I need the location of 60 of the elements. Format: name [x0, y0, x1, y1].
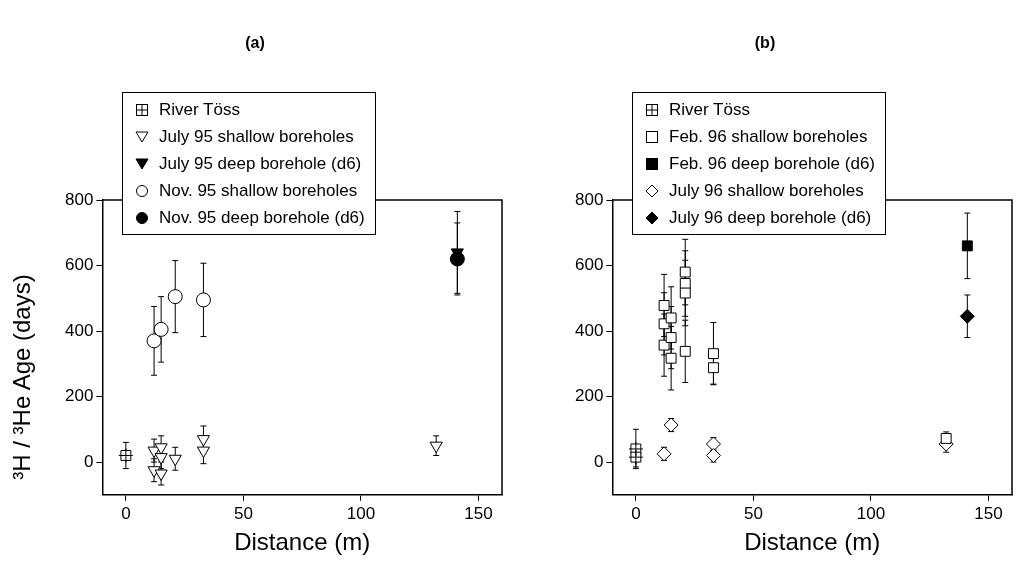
- x-tick-label: 50: [743, 503, 763, 523]
- point: [196, 446, 211, 459]
- point: [168, 454, 182, 467]
- x-tick-label: 150: [464, 503, 493, 523]
- x-axis-title: Distance (m): [744, 528, 881, 556]
- y-tick-label: 0: [593, 451, 604, 471]
- y-tick-label: 400: [574, 320, 604, 340]
- point: [708, 348, 719, 360]
- point: [705, 436, 721, 452]
- legend-label: July 96 shallow boreholes: [669, 180, 864, 201]
- point: [961, 240, 973, 252]
- y-tick-label: 600: [64, 255, 94, 275]
- legend-label: Nov. 95 shallow boreholes: [159, 180, 358, 201]
- point: [708, 362, 719, 374]
- chart-title: (b): [753, 34, 777, 52]
- y-tick-label: 200: [574, 386, 604, 406]
- point: [658, 339, 670, 351]
- x-tick-label: 50: [233, 503, 253, 523]
- legend-label: River Töss: [159, 99, 240, 120]
- x-tick-label: 100: [346, 503, 376, 523]
- point: [146, 333, 162, 349]
- point: [665, 312, 677, 324]
- point: [153, 321, 169, 337]
- y-axis-title: ³H / ³He Age (days): [8, 273, 36, 482]
- point: [167, 289, 183, 305]
- y-tick-label: 400: [64, 320, 94, 340]
- legend-label: July 96 deep borehole (d6): [669, 207, 872, 228]
- legend-label: July 95 shallow boreholes: [159, 126, 354, 147]
- y-tick-label: 800: [64, 189, 94, 209]
- x-tick-label: 100: [856, 503, 886, 523]
- point: [154, 469, 168, 482]
- point: [196, 435, 211, 447]
- point: [663, 417, 679, 433]
- point: [705, 447, 721, 463]
- point: [658, 300, 670, 311]
- x-tick-label: 0: [631, 503, 641, 523]
- y-tick-label: 200: [64, 386, 94, 406]
- point: [195, 292, 211, 308]
- point: [959, 308, 975, 324]
- point: [154, 453, 168, 465]
- legend-label: Feb. 96 shallow boreholes: [669, 126, 868, 147]
- legend-label: July 95 deep borehole (d6): [159, 153, 362, 174]
- legend-label: River Töss: [669, 99, 750, 120]
- chart-title: (a): [244, 34, 266, 52]
- y-tick-label: 600: [574, 255, 604, 275]
- point: [679, 345, 691, 357]
- point: [656, 446, 672, 462]
- point: [154, 443, 168, 455]
- y-tick-label: 0: [83, 451, 94, 471]
- legend-label: Nov. 95 deep borehole (d6): [159, 207, 365, 228]
- point: [679, 287, 691, 299]
- point: [665, 352, 677, 364]
- x-axis-title: Distance (m): [234, 528, 371, 556]
- x-tick-label: 150: [974, 503, 1003, 523]
- y-tick-label: 800: [574, 189, 604, 209]
- legend-label: Feb. 96 deep borehole (d6): [669, 153, 876, 174]
- point: [679, 266, 691, 278]
- point: [665, 332, 677, 344]
- point: [429, 441, 443, 454]
- x-tick-label: 0: [121, 503, 131, 523]
